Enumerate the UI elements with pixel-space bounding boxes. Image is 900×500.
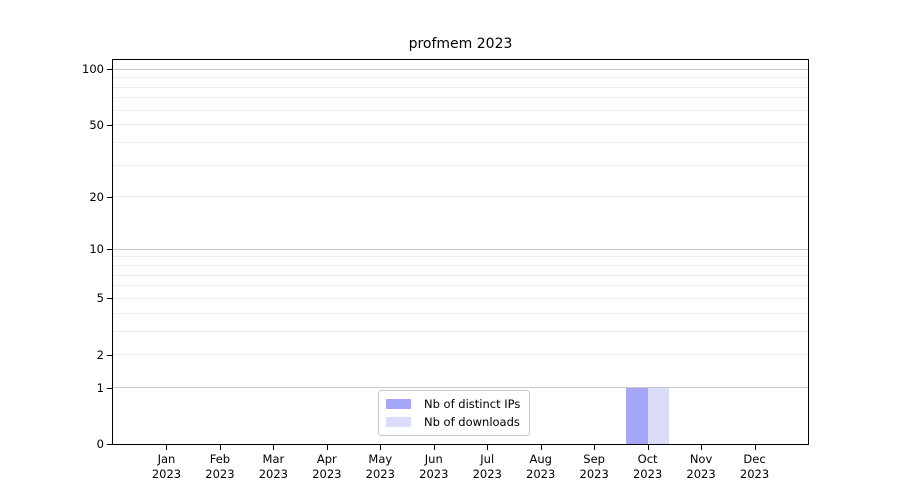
bar-oct-series-1 — [647, 387, 669, 444]
x-tick-label-oct: Oct 2023 — [632, 452, 663, 481]
minor-gridline — [113, 274, 808, 276]
x-tick-mark — [166, 445, 168, 450]
x-tick-label-feb: Feb 2023 — [205, 452, 235, 481]
minor-gridline — [113, 265, 808, 267]
minor-gridline — [113, 141, 808, 143]
y-tick-mark — [107, 124, 112, 126]
x-tick-label-apr: Apr 2023 — [312, 452, 342, 481]
minor-gridline — [113, 109, 808, 111]
y-tick-label: 100 — [82, 62, 104, 77]
y-tick-mark — [107, 354, 112, 356]
x-tick-label-aug: Aug 2023 — [526, 452, 556, 481]
y-tick-mark — [107, 196, 112, 198]
major-gridline — [113, 387, 808, 389]
x-tick-label-may: May 2023 — [365, 452, 395, 481]
x-tick-mark — [273, 445, 275, 450]
minor-gridline — [113, 354, 808, 356]
x-tick-mark — [487, 445, 489, 450]
y-tick-label: 10 — [89, 242, 104, 257]
x-tick-mark — [754, 445, 756, 450]
minor-gridline — [113, 124, 808, 126]
minor-gridline — [113, 297, 808, 299]
y-tick-label: 2 — [96, 347, 104, 362]
x-tick-mark — [219, 445, 221, 450]
minor-gridline — [113, 86, 808, 88]
bar-oct-series-0 — [626, 387, 648, 444]
y-tick-mark — [107, 298, 112, 300]
y-tick-label: 0 — [96, 437, 104, 451]
x-tick-mark — [540, 445, 542, 450]
chart-title: profmem 2023 — [408, 36, 513, 52]
x-tick-mark — [701, 445, 703, 450]
y-tick-label: 5 — [96, 291, 104, 306]
y-tick-mark — [107, 249, 112, 251]
x-tick-mark — [647, 445, 649, 450]
y-tick-mark — [107, 69, 112, 71]
minor-gridline — [113, 285, 808, 287]
legend: Nb of distinct IPs Nb of downloads — [378, 390, 531, 436]
y-tick-label: 50 — [89, 117, 104, 132]
y-tick-label: 1 — [96, 380, 104, 395]
plot-area: Nb of distinct IPs Nb of downloads — [112, 59, 809, 445]
x-tick-mark — [326, 445, 328, 450]
x-tick-mark — [433, 445, 435, 450]
legend-swatch-distinct-ips — [386, 399, 411, 409]
x-tick-mark — [594, 445, 596, 450]
minor-gridline — [113, 164, 808, 166]
x-tick-label-mar: Mar 2023 — [258, 452, 289, 481]
minor-gridline — [113, 256, 808, 258]
y-tick-mark — [107, 387, 112, 389]
x-tick-mark — [380, 445, 382, 450]
legend-label-distinct-ips: Nb of distinct IPs — [424, 397, 521, 411]
minor-gridline — [113, 77, 808, 79]
x-tick-label-jul: Jul 2023 — [472, 452, 502, 481]
minor-gridline — [113, 330, 808, 332]
x-tick-label-sep: Sep 2023 — [579, 452, 609, 481]
legend-item-distinct-ips: Nb of distinct IPs — [386, 397, 520, 411]
minor-gridline — [113, 196, 808, 198]
x-tick-label-jan: Jan 2023 — [151, 452, 182, 481]
x-tick-label-dec: Dec 2023 — [739, 452, 770, 481]
legend-label-downloads: Nb of downloads — [424, 415, 520, 429]
minor-gridline — [113, 97, 808, 99]
x-tick-label-jun: Jun 2023 — [419, 452, 449, 481]
major-gridline — [113, 248, 808, 250]
y-tick-mark — [107, 444, 112, 445]
x-tick-label-nov: Nov 2023 — [686, 452, 716, 481]
minor-gridline — [113, 312, 808, 314]
major-gridline — [113, 68, 808, 70]
legend-item-downloads: Nb of downloads — [386, 415, 520, 429]
y-tick-label: 20 — [89, 189, 104, 204]
legend-swatch-downloads — [386, 417, 411, 427]
